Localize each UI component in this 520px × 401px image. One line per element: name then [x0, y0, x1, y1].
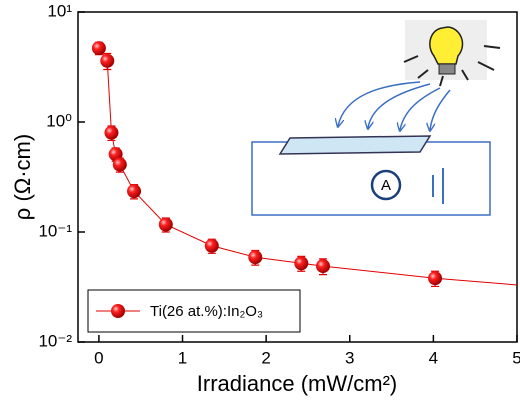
ammeter — [370, 169, 402, 201]
data-point — [104, 125, 119, 140]
legend-marker — [111, 304, 125, 318]
inset-diagram: A — [251, 20, 501, 216]
x-tick-label: 1 — [178, 348, 187, 367]
ammeter-label: A — [381, 177, 391, 194]
y-axis-label: ρ (Ω·cm) — [10, 134, 35, 220]
data-point — [127, 184, 142, 199]
light-arrows — [338, 81, 451, 130]
bulb — [429, 26, 464, 65]
y-tick-label: 10¹ — [47, 1, 72, 20]
data-point — [158, 217, 173, 232]
data-point — [294, 256, 309, 271]
sample — [278, 135, 432, 155]
x-tick-label: 0 — [94, 348, 103, 367]
data-point — [112, 157, 127, 172]
rays — [403, 45, 501, 87]
y-tick-label: 10⁰ — [46, 111, 72, 130]
legend-label: Ti(26 at.%):In₂O₃ — [150, 303, 263, 320]
data-point — [204, 238, 219, 253]
x-tick-label: 3 — [345, 348, 354, 367]
y-tick-label: 10⁻² — [38, 331, 72, 350]
data-point — [248, 250, 263, 265]
y-tick-label: 10⁻¹ — [38, 221, 72, 240]
bulb-base — [438, 63, 456, 75]
plot-frame — [77, 11, 518, 343]
x-tick-label: 2 — [261, 348, 270, 367]
x-axis-label: Irradiance (mW/cm²) — [197, 371, 397, 396]
data-point — [428, 271, 443, 286]
fit-line — [98, 47, 518, 286]
data-point — [91, 41, 106, 56]
data-point — [100, 53, 115, 68]
data-point — [316, 259, 331, 274]
x-tick-label: 5 — [512, 348, 520, 367]
x-tick-label: 4 — [429, 348, 438, 367]
